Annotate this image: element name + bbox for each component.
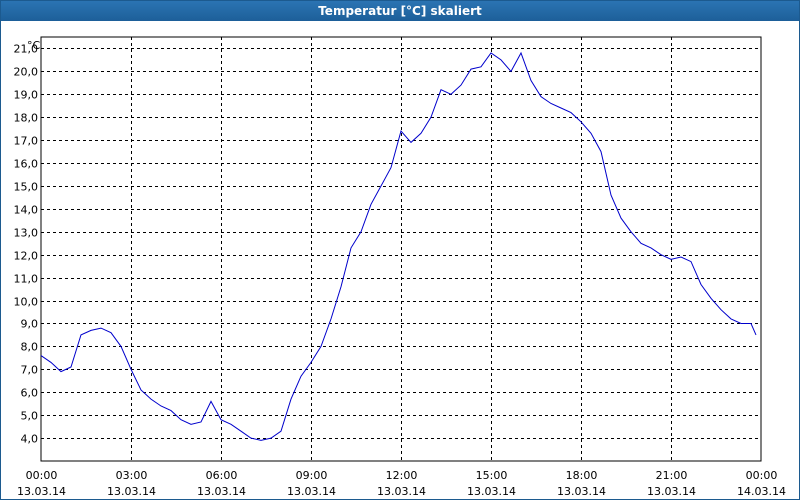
x-axis-ticks: 00:00 13.03.14 03:00 13.03.14 06:00 13.03.14 0… [17, 469, 786, 498]
x-tick-date: 13.03.14 [467, 485, 516, 498]
y-tick-label: 20,0 [14, 66, 39, 79]
temperature-series-line [40, 51, 757, 441]
x-tick-time: 06:00 [206, 469, 238, 482]
window-title: Temperatur [°C] skaliert [1, 1, 799, 21]
y-tick-label: 4,0 [21, 433, 39, 446]
y-tick-label: 6,0 [21, 387, 39, 400]
y-axis-label: °C [27, 39, 41, 52]
x-tick-date: 13.03.14 [557, 485, 606, 498]
x-tick-time: 00:00 [26, 469, 58, 482]
x-tick-time: 21:00 [656, 469, 688, 482]
y-tick-label: 9,0 [21, 318, 39, 331]
x-tick-time: 18:00 [566, 469, 598, 482]
y-tick-label: 12,0 [14, 250, 39, 263]
x-tick-date: 14.03.14 [737, 485, 786, 498]
y-tick-label: 8,0 [21, 341, 39, 354]
y-tick-label: 19,0 [14, 89, 39, 102]
y-tick-label: 7,0 [21, 364, 39, 377]
y-tick-label: 11,0 [14, 273, 39, 286]
x-tick-time: 03:00 [116, 469, 148, 482]
x-tick-date: 13.03.14 [107, 485, 156, 498]
y-tick-label: 13,0 [14, 227, 39, 240]
x-tick-date: 13.03.14 [197, 485, 246, 498]
x-tick-time: 15:00 [476, 469, 508, 482]
grid [41, 37, 761, 461]
y-tick-label: 21,0 [14, 43, 39, 56]
y-tick-label: 16,0 [14, 158, 39, 171]
x-tick-time: 00:00 [746, 469, 778, 482]
x-tick-date: 13.03.14 [17, 485, 66, 498]
x-tick-time: 12:00 [386, 469, 418, 482]
y-tick-label: 18,0 [14, 112, 39, 125]
x-tick-date: 13.03.14 [647, 485, 696, 498]
x-tick-date: 13.03.14 [287, 485, 336, 498]
y-tick-label: 14,0 [14, 204, 39, 217]
y-tick-label: 15,0 [14, 181, 39, 194]
y-tick-label: 10,0 [14, 296, 39, 309]
x-tick-date: 13.03.14 [377, 485, 426, 498]
y-tick-label: 17,0 [14, 135, 39, 148]
x-tick-time: 09:00 [296, 469, 328, 482]
plot-area [40, 36, 762, 462]
y-tick-label: 5,0 [21, 410, 39, 423]
y-axis-ticks: 4,0 5,0 6,0 7,0 8,0 9,0 10,0 11,0 12,0 13,0 14,0 15… [14, 43, 39, 446]
